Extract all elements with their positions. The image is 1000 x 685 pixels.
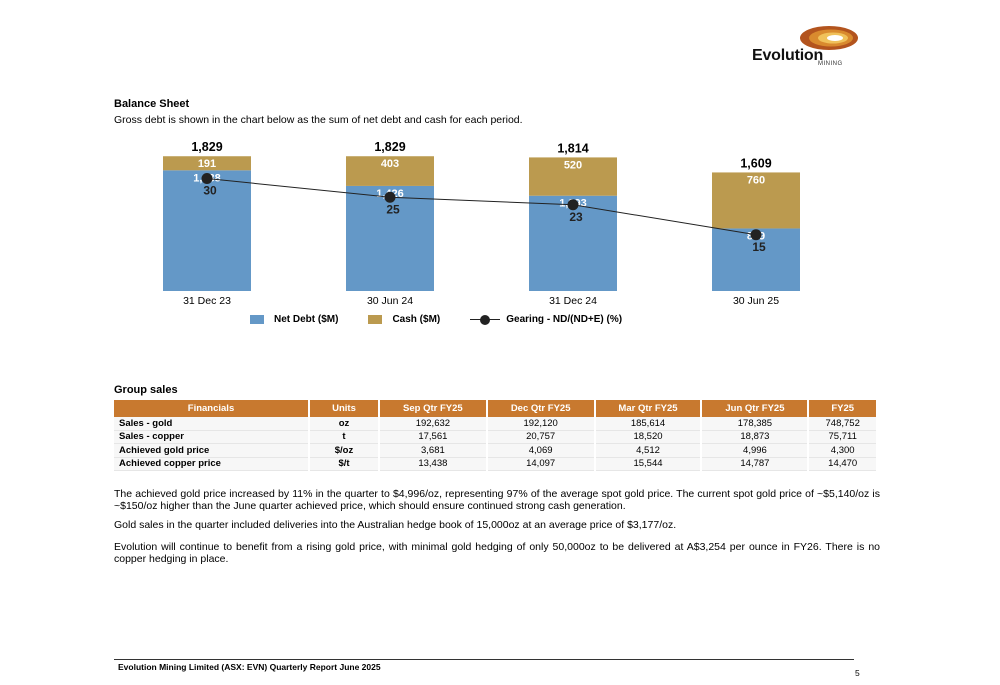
legend-label-net-debt: Net Debt ($M)	[274, 314, 339, 325]
unit-cell: oz	[309, 417, 380, 431]
value-cell: 14,787	[701, 457, 810, 471]
legend-label-cash: Cash ($M)	[392, 314, 441, 325]
column-header: Dec Qtr FY25	[486, 400, 596, 417]
unit-cell: $/oz	[309, 443, 380, 458]
bar-net-debt	[163, 170, 251, 291]
row-label: Achieved copper price	[114, 457, 310, 471]
data-label-total: 1,609	[740, 156, 771, 170]
paragraph-gold-price: The achieved gold price increased by 11%…	[114, 488, 880, 512]
value-cell: 4,512	[594, 443, 703, 458]
gearing-point	[567, 199, 579, 211]
bar-cash	[529, 157, 617, 196]
gearing-point	[384, 191, 396, 203]
data-label-cash: 520	[564, 159, 582, 171]
unit-cell: t	[309, 430, 380, 444]
x-tick-label: 30 Jun 24	[367, 295, 413, 307]
bar-net-debt	[529, 195, 617, 291]
column-header: Financials	[114, 400, 310, 417]
x-tick-label: 30 Jun 25	[733, 295, 779, 307]
value-cell: 4,996	[701, 443, 810, 458]
group-sales-heading: Group sales	[114, 384, 178, 396]
data-label-gearing: 30	[203, 184, 217, 198]
chart-legend: Net Debt ($M) Cash ($M) Gearing - ND/(ND…	[250, 314, 652, 325]
value-cell: 185,614	[594, 417, 703, 431]
gearing-line	[206, 178, 757, 236]
row-label: Sales - gold	[114, 417, 310, 431]
page-number: 5	[855, 668, 860, 678]
row-label: Achieved gold price	[114, 443, 310, 458]
bar-cash	[346, 156, 434, 186]
data-label-cash: 760	[747, 174, 765, 186]
data-label-gearing: 25	[386, 202, 400, 216]
value-cell: 13,438	[379, 457, 488, 471]
table-row: Achieved gold price $/oz 3,681 4,069 4,5…	[114, 443, 878, 458]
table-header-row: Financials Units Sep Qtr FY25 Dec Qtr FY…	[114, 400, 878, 417]
logo-subtext: MINING	[818, 61, 843, 67]
gearing-point	[201, 173, 213, 184]
value-cell: 178,385	[701, 417, 810, 431]
data-label-cash: 403	[381, 158, 399, 170]
row-label: Sales - copper	[114, 430, 310, 444]
balance-sheet-intro: Gross debt is shown in the chart below a…	[114, 114, 523, 126]
value-cell: 4,069	[486, 443, 596, 458]
value-cell: 20,757	[486, 430, 596, 444]
value-cell: 14,097	[486, 457, 596, 471]
value-cell: 4,300	[808, 443, 878, 458]
paragraph-hedge-deliveries: Gold sales in the quarter included deliv…	[114, 519, 677, 531]
value-cell: 192,120	[486, 417, 596, 431]
table-row: Sales - gold oz 192,632 192,120 185,614 …	[114, 417, 878, 431]
gearing-point	[750, 229, 762, 241]
data-label-cash: 191	[198, 158, 216, 170]
bar-cash	[712, 172, 800, 229]
balance-sheet-heading: Balance Sheet	[114, 98, 190, 110]
value-cell: 17,561	[379, 430, 488, 444]
value-cell: 192,632	[379, 417, 488, 431]
value-cell: 748,752	[808, 417, 878, 431]
x-tick-label: 31 Dec 23	[183, 295, 231, 307]
x-tick-label: 31 Dec 24	[549, 295, 597, 307]
column-header: Sep Qtr FY25	[379, 400, 488, 417]
unit-cell: $/t	[309, 457, 380, 471]
paragraph-hedging-outlook: Evolution will continue to benefit from …	[114, 541, 880, 565]
table-row: Achieved copper price $/t 13,438 14,097 …	[114, 457, 878, 471]
legend-swatch-cash	[368, 315, 383, 324]
data-label-total: 1,814	[557, 141, 588, 155]
value-cell: 18,520	[594, 430, 703, 444]
footer-divider	[114, 659, 854, 660]
data-label-gearing: 23	[569, 210, 583, 224]
value-cell: 75,711	[808, 430, 878, 444]
data-label-total: 1,829	[191, 140, 222, 154]
bar-cash	[163, 156, 251, 171]
evolution-mining-logo	[800, 26, 858, 50]
bar-net-debt	[346, 185, 434, 291]
data-label-total: 1,829	[374, 140, 405, 154]
data-label-gearing: 15	[752, 240, 766, 254]
value-cell: 3,681	[379, 443, 488, 458]
column-header: FY25	[808, 400, 878, 417]
legend-swatch-net-debt	[250, 315, 264, 324]
group-sales-table: Financials Units Sep Qtr FY25 Dec Qtr FY…	[114, 400, 878, 471]
footer-text: Evolution Mining Limited (ASX: EVN) Quar…	[118, 662, 381, 672]
column-header: Units	[309, 400, 380, 417]
legend-marker-gearing	[470, 314, 501, 325]
legend-label-gearing: Gearing - ND/(ND+E) (%)	[506, 314, 623, 325]
table-row: Sales - copper t 17,561 20,757 18,520 18…	[114, 430, 878, 444]
logo-wordmark: Evolution	[752, 47, 824, 64]
value-cell: 15,544	[594, 457, 703, 471]
column-header: Jun Qtr FY25	[701, 400, 810, 417]
value-cell: 18,873	[701, 430, 810, 444]
column-header: Mar Qtr FY25	[594, 400, 703, 417]
value-cell: 14,470	[808, 457, 878, 471]
